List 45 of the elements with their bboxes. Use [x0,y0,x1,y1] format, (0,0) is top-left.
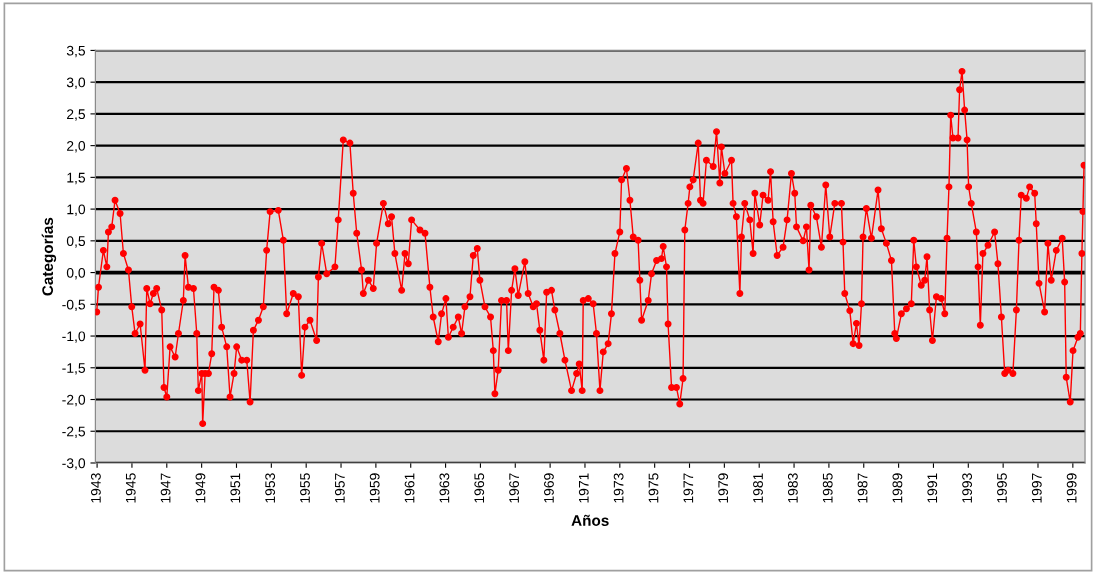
x-tick-label: 1981 [753,473,763,503]
y-tick-label: -2,5 [62,426,86,439]
y-tick-label: 1,0 [67,204,86,216]
y-tick-label: -1,0 [62,331,86,343]
y-tick-label: -1,5 [62,363,86,375]
x-tick-label: 1977 [683,473,694,503]
x-tick-label: 1987 [857,473,868,503]
x-tick-label: 1947 [160,473,171,503]
x-tick-label: 1949 [195,473,206,503]
y-tick-label: 2,0 [67,140,86,153]
y-tick-label: -2,0 [62,394,86,407]
x-tick-label: 1955 [300,473,310,503]
y-tick-label: 0,0 [66,267,86,280]
x-tick-label: 1963 [439,473,450,503]
x-tick-label: 1951 [230,473,241,503]
x-tick-label: 1979 [718,473,729,503]
x-tick-label: 1975 [648,473,659,503]
x-tick-label: 1989 [892,473,903,503]
y-tick-label: -3,0 [62,458,86,470]
x-tick-label: 1953 [265,473,276,503]
y-tick-label: 3,5 [66,45,86,58]
x-tick-label: 1943 [90,473,101,503]
y-tick-label: 3,0 [66,77,86,89]
y-tick-label: -0,5 [62,299,86,312]
x-tick-label: 1957 [334,473,345,503]
y-tick-label: 2,5 [67,109,86,121]
x-tick-label: 1971 [578,473,589,503]
x-tick-label: 1993 [962,473,973,503]
x-tick-label: 1965 [474,473,485,503]
x-axis-title: Años [571,514,609,526]
x-tick-label: 1985 [822,473,833,503]
x-tick-label: 1959 [369,473,380,503]
y-tick-label: 1,5 [67,172,86,185]
x-tick-label: 1973 [613,473,624,503]
x-tick-label: 1969 [544,473,554,503]
x-tick-label: 1945 [125,473,136,503]
x-tick-label: 1995 [997,473,1007,503]
x-tick-label: 1999 [1066,473,1077,503]
y-axis-title: Categorías [41,217,57,296]
y-tick-label: 0,5 [66,236,86,248]
x-tick-label: 1997 [1031,473,1042,503]
x-tick-label: 1967 [509,473,519,503]
x-tick-label: 1961 [404,473,415,503]
x-tick-label: 1991 [927,473,938,503]
x-tick-label: 1983 [787,473,798,503]
